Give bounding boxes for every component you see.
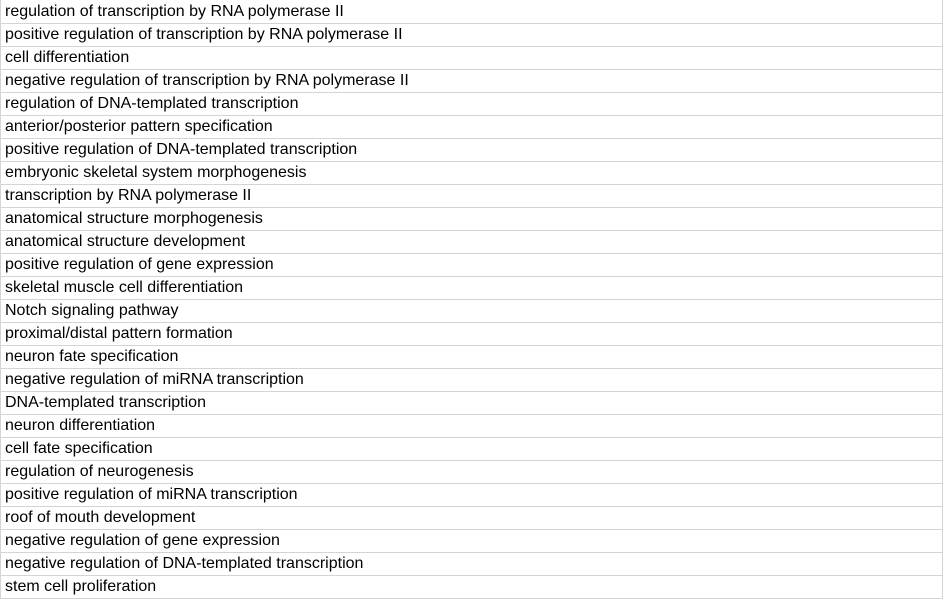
table-cell-16[interactable]: neuron fate specification [1,346,942,369]
table-cell-24[interactable]: negative regulation of gene expression [1,530,942,553]
table-cell-7[interactable]: positive regulation of DNA-templated tra… [1,139,942,162]
table-cell-11[interactable]: anatomical structure development [1,231,942,254]
table-cell-21[interactable]: regulation of neurogenesis [1,461,942,484]
table-cell-6[interactable]: anterior/posterior pattern specification [1,116,942,139]
table-cell-8[interactable]: embryonic skeletal system morphogenesis [1,162,942,185]
table-cell-2[interactable]: positive regulation of transcription by … [1,24,942,47]
table-cell-13[interactable]: skeletal muscle cell differentiation [1,277,942,300]
table-cell-17[interactable]: negative regulation of miRNA transcripti… [1,369,942,392]
table-cell-1[interactable]: regulation of transcription by RNA polym… [1,0,942,24]
table-cell-5[interactable]: regulation of DNA-templated transcriptio… [1,93,942,116]
table-cell-18[interactable]: DNA-templated transcription [1,392,942,415]
table-cell-25[interactable]: negative regulation of DNA-templated tra… [1,553,942,576]
table-cell-10[interactable]: anatomical structure morphogenesis [1,208,942,231]
table-cell-23[interactable]: roof of mouth development [1,507,942,530]
table-cell-14[interactable]: Notch signaling pathway [1,300,942,323]
table-cell-15[interactable]: proximal/distal pattern formation [1,323,942,346]
table-cell-26[interactable]: stem cell proliferation [1,576,942,599]
table-cell-20[interactable]: cell fate specification [1,438,942,461]
table-cell-12[interactable]: positive regulation of gene expression [1,254,942,277]
table-cell-4[interactable]: negative regulation of transcription by … [1,70,942,93]
table-cell-3[interactable]: cell differentiation [1,47,942,70]
table-cell-9[interactable]: transcription by RNA polymerase II [1,185,942,208]
table-cell-22[interactable]: positive regulation of miRNA transcripti… [1,484,942,507]
table-cell-19[interactable]: neuron differentiation [1,415,942,438]
